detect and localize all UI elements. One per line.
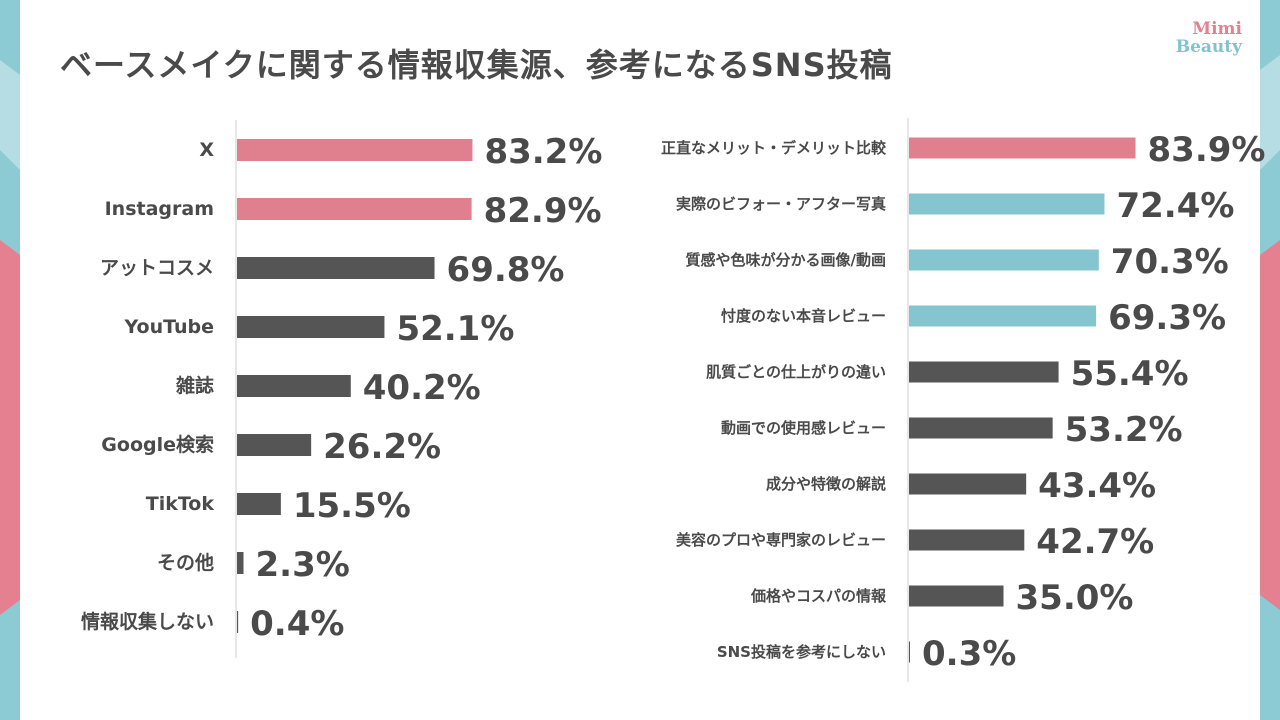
value-label: 40.2% — [363, 368, 481, 408]
value-label: 53.2% — [1065, 410, 1183, 450]
value-label: 82.9% — [484, 191, 602, 231]
chart-2: 正直なメリット・デメリット比較 83.9% 実際のビフォー・アフター写真 72.4% 質… — [661, 118, 1266, 682]
category-label: アットコスメ — [100, 257, 214, 279]
bar — [237, 257, 435, 279]
bar — [909, 585, 1004, 607]
value-label: 26.2% — [323, 427, 441, 467]
value-label: 55.4% — [1071, 354, 1189, 394]
bar — [237, 434, 312, 456]
value-label: 52.1% — [396, 309, 514, 349]
right-decorative-strip — [1260, 0, 1280, 720]
category-label: SNS投稿を参考にしない — [717, 643, 886, 661]
value-label: 72.4% — [1116, 186, 1234, 226]
left-strip-shapes — [0, 0, 20, 720]
bar — [237, 493, 281, 515]
value-label: 42.7% — [1036, 522, 1154, 562]
bar — [909, 193, 1105, 215]
value-label: 69.3% — [1108, 298, 1226, 338]
logo-line-1: Mimi — [1192, 19, 1242, 39]
value-label: 70.3% — [1111, 242, 1229, 282]
category-label: X — [199, 139, 214, 161]
bar — [909, 361, 1059, 383]
value-label: 15.5% — [293, 486, 411, 526]
category-label: 動画での使用感レビュー — [721, 419, 886, 437]
bar — [909, 641, 910, 663]
category-label: 肌質ごとの仕上がりの違い — [706, 363, 886, 381]
category-label: 価格やコスパの情報 — [750, 587, 887, 605]
category-label: TikTok — [146, 493, 215, 515]
bar — [909, 249, 1099, 271]
bar — [237, 611, 239, 633]
category-label: 美容のプロや専門家のレビュー — [676, 531, 886, 549]
category-label: 忖度のない本音レビュー — [721, 307, 886, 325]
category-label: 正直なメリット・デメリット比較 — [661, 139, 887, 157]
bar — [909, 473, 1027, 495]
value-label: 69.8% — [447, 250, 565, 290]
category-label: Instagram — [105, 198, 214, 220]
value-label: 83.9% — [1148, 130, 1266, 170]
category-label: Google検索 — [101, 433, 214, 456]
bar — [237, 139, 473, 161]
category-label: 実際のビフォー・アフター写真 — [676, 195, 886, 213]
category-label: 質感や色味が分かる画像/動画 — [686, 251, 886, 269]
category-label: YouTube — [124, 316, 214, 338]
brand-logo: Mimi Beauty — [1176, 20, 1242, 56]
value-label: 0.4% — [250, 604, 344, 644]
bar — [909, 529, 1025, 551]
right-strip-shapes — [1260, 0, 1280, 720]
value-label: 43.4% — [1038, 466, 1156, 506]
logo-line-2: Beauty — [1175, 37, 1242, 57]
bar — [237, 316, 385, 338]
category-label: 雑誌 — [175, 374, 214, 397]
bar — [909, 137, 1136, 159]
value-label: 2.3% — [256, 545, 350, 585]
bar — [909, 305, 1097, 327]
value-label: 35.0% — [1016, 578, 1134, 618]
value-label: 83.2% — [484, 132, 602, 172]
bar — [909, 417, 1053, 439]
bar — [237, 552, 244, 574]
chart-1: X 83.2% Instagram 82.9% アットコスメ 69.8% YouTube 52… — [81, 120, 602, 658]
slide-card — [20, 0, 1260, 720]
bar — [237, 198, 472, 220]
page-title: ベースメイクに関する情報収集源、参考になるSNS投稿 — [60, 46, 893, 84]
value-label: 0.3% — [922, 634, 1016, 674]
category-label: 情報収集しない — [81, 610, 214, 633]
bar — [237, 375, 351, 397]
category-label: その他 — [157, 551, 214, 574]
left-decorative-strip — [0, 0, 20, 720]
category-label: 成分や特徴の解説 — [766, 475, 886, 493]
